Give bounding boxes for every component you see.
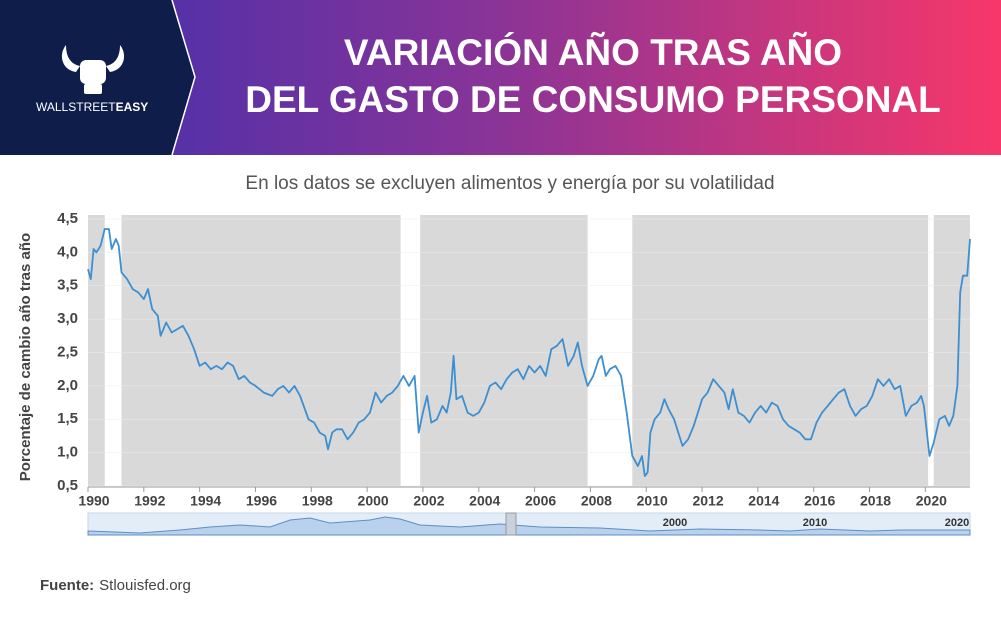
y-tick-label: 3,0 [57,310,78,327]
y-tick-label: 0,5 [57,477,78,494]
x-tick-label: 1990 [78,493,109,509]
y-axis-label: Porcentaje de cambio año tras año [17,233,34,481]
chart-title: VARIACIÓN AÑO TRAS AÑO [344,31,842,73]
x-tick-label: 2008 [581,493,612,509]
source-text: Stlouisfed.org [99,577,191,594]
x-tick-label: 2010 [637,493,668,509]
data-line [87,228,971,477]
navigator-area [87,516,971,536]
y-tick-label: 1,5 [57,410,78,427]
navigator-label: 2010 [803,517,827,529]
source: Fuente: Stlouisfed.org [40,577,191,594]
x-tick-label: 2000 [358,493,389,509]
navigator: 2000 2010 2020 [87,512,971,536]
x-tick-label: 2012 [692,493,723,509]
plot-background [88,215,970,486]
chart-subtitle: En los datos se excluyen alimentos y ene… [245,173,774,194]
y-tick-label: 4,0 [57,243,78,260]
x-tick-label: 2004 [469,493,500,509]
plot-area: 0,5 1,0 1,5 2,0 2,5 3,0 3,5 4,0 4,5 1990 1992 1994 1… [57,210,971,509]
navigator-label: 2000 [663,517,687,529]
y-tick-label: 1,0 [57,444,78,461]
brand-name-bold: EASY [116,100,149,114]
y-tick-label: 2,0 [57,377,78,394]
recession-band [400,215,421,486]
logo-icon [61,45,125,94]
recession-band [928,215,934,486]
x-tick-label: 2020 [916,493,947,509]
y-tick-label: 4,5 [57,210,78,227]
brand-name: WALLSTREET [36,100,116,114]
x-tick-label: 2018 [860,493,891,509]
x-tick-label: 1994 [190,493,221,509]
x-tick-label: 2006 [525,493,556,509]
y-tick-label: 3,5 [57,277,78,294]
chart-title: DEL GASTO DE CONSUMO PERSONAL [245,79,941,120]
navigator-handle[interactable] [505,512,517,536]
x-tick-label: 2014 [748,493,779,509]
x-tick-label: 2002 [413,493,444,509]
x-tick-label: 1998 [302,493,333,509]
x-tick-label: 1992 [134,493,165,509]
recession-band [104,215,122,486]
source-label: Fuente: [40,577,94,594]
recession-band [587,215,633,486]
x-tick-label: 2016 [804,493,835,509]
brand: WALLSTREETEASY [36,100,148,114]
navigator-label: 2020 [945,517,969,529]
x-tick-label: 1996 [246,493,277,509]
y-tick-label: 2,5 [57,343,78,360]
logo-divider [171,0,196,156]
